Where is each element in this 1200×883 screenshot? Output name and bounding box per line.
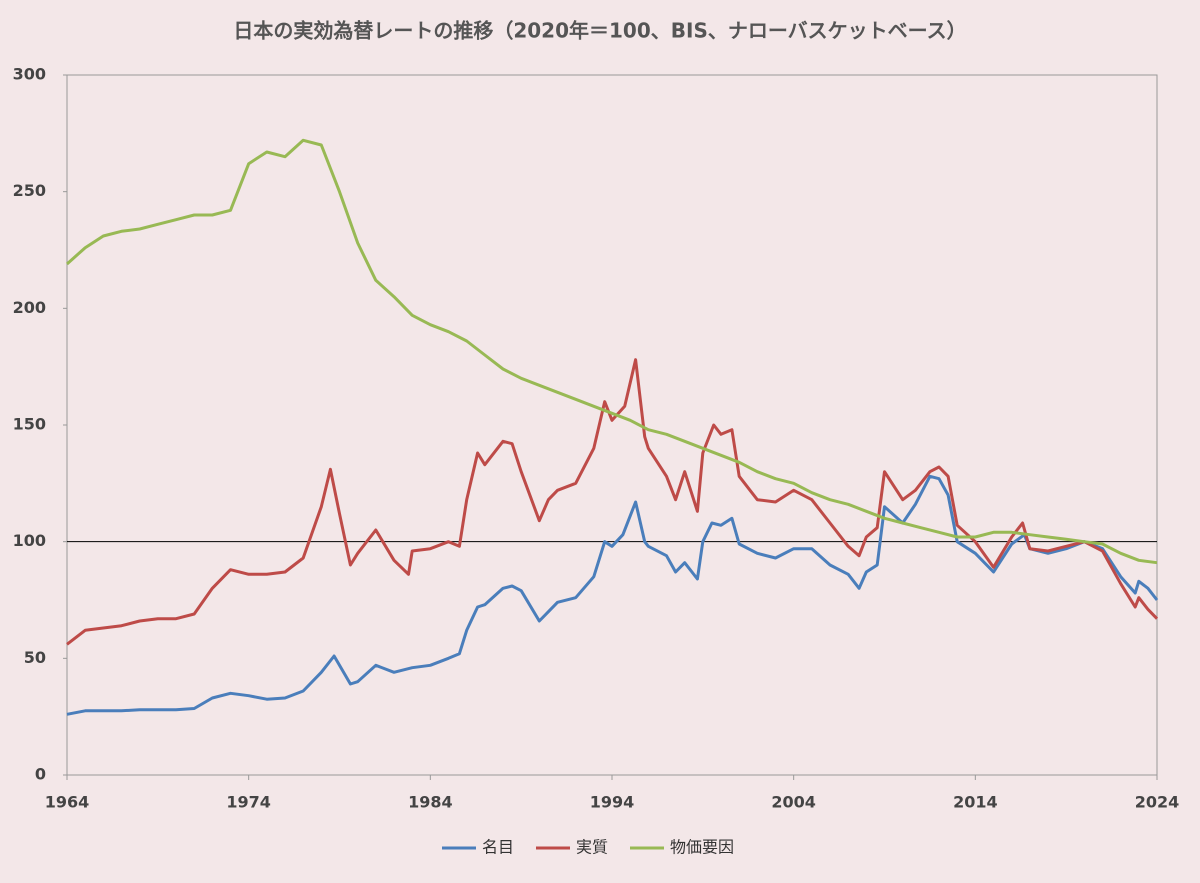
y-tick-label: 300 xyxy=(13,65,46,84)
series-line xyxy=(66,474,1159,716)
y-tick-label: 100 xyxy=(13,531,46,550)
series-line xyxy=(66,358,1159,646)
y-tick-label: 50 xyxy=(24,648,46,667)
chart-title: 日本の実効為替レートの推移（2020年＝100、BIS、ナローバスケットベース） xyxy=(233,19,966,43)
series-line xyxy=(65,138,1158,565)
legend-label: 物価要因 xyxy=(670,838,734,857)
x-tick-label: 2024 xyxy=(1135,793,1180,812)
x-tick-label: 2004 xyxy=(771,793,816,812)
y-tick-label: 200 xyxy=(13,298,46,317)
y-tick-label: 0 xyxy=(35,765,46,784)
legend-label: 実質 xyxy=(576,838,608,857)
x-tick-label: 1964 xyxy=(45,793,90,812)
x-tick-label: 1994 xyxy=(590,793,635,812)
x-tick-label: 1984 xyxy=(408,793,453,812)
y-tick-label: 150 xyxy=(13,415,46,434)
legend-label: 名目 xyxy=(482,838,514,857)
x-tick-label: 1974 xyxy=(226,793,271,812)
x-tick-label: 2014 xyxy=(953,793,998,812)
y-tick-label: 250 xyxy=(13,181,46,200)
